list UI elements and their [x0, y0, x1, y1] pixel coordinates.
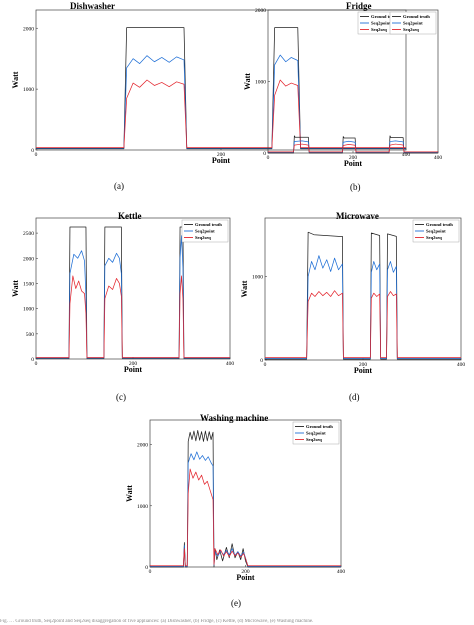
- x-tick-label: 0: [35, 361, 38, 367]
- series-line-seq2seq: [265, 290, 461, 358]
- y-axis-label: Watt: [11, 280, 20, 297]
- y-tick-label: 1000: [255, 80, 266, 86]
- legend-box: [292, 421, 340, 445]
- legend-label: Seq2point: [371, 21, 391, 26]
- y-axis-label: Watt: [243, 73, 252, 90]
- chart-title: Dishwasher: [70, 1, 115, 11]
- series-line-seq2seq: [36, 79, 406, 148]
- figure-caption: Fig. … Ground truth, Seq2point and Seq2s…: [0, 619, 314, 624]
- sublabel-d: (d): [349, 392, 360, 402]
- chart-title: Microwave: [336, 211, 379, 221]
- legend-label: Seq2point: [195, 229, 215, 234]
- legend-label: Seq2seq: [371, 27, 387, 32]
- y-tick-label: 2500: [23, 231, 34, 237]
- x-tick-label: 200: [129, 361, 138, 367]
- y-axis-label: Watt: [125, 485, 134, 502]
- series-line-seq2point: [265, 255, 461, 359]
- chart-kettle: Kettle 0 500 1000 1500 2000 2500 0 200 400 Point Wa…: [11, 211, 235, 374]
- legend-label: Ground truth: [195, 222, 222, 227]
- y-axis-label: Watt: [11, 71, 20, 88]
- chart-microwave: Microwave 0 1000 0 200 400 Point Watt Ground tru…: [240, 211, 466, 375]
- y-tick-label: 500: [26, 332, 35, 338]
- chart-panel-microwave: Microwave 0 1000 0 200 400 Point Watt Ground tru…: [240, 211, 466, 375]
- legend-label: Ground truth: [403, 14, 430, 19]
- legend-label: Ground truth: [371, 14, 398, 19]
- x-tick-label: 200: [359, 362, 368, 368]
- sublabel-b: (b): [350, 182, 361, 192]
- y-tick-label: 2000: [23, 256, 34, 262]
- legend-label: Ground truth: [306, 424, 333, 429]
- legend-box: [181, 219, 229, 243]
- sublabel-e: (e): [231, 598, 241, 608]
- x-tick-label: 0: [264, 362, 267, 368]
- chart-fridge: Fridge 0 1000 2000 0 200 400 Point Watt Ground tr…: [243, 1, 443, 168]
- series-line-seq2seq: [268, 143, 438, 153]
- series-line-ground-truth: [36, 27, 406, 150]
- y-tick-label: 0: [263, 151, 266, 157]
- y-tick-label: 1000: [23, 307, 34, 313]
- series-line-seq2point: [150, 451, 341, 567]
- x-tick-label: 200: [241, 569, 250, 575]
- x-axis-label: Point: [354, 366, 373, 375]
- series-line-seq2seq: [36, 275, 230, 358]
- series-line-seq2point: [268, 140, 438, 153]
- x-tick-label: 0: [267, 155, 270, 161]
- x-axis-label: Point: [236, 573, 255, 582]
- x-tick-label: 400: [402, 152, 411, 158]
- x-tick-label: 400: [337, 569, 346, 575]
- y-tick-label: 2000: [255, 8, 266, 14]
- chart-title: Kettle: [118, 211, 141, 221]
- y-tick-label: 0: [31, 148, 34, 154]
- chart-title: Fridge: [346, 1, 372, 11]
- series-line-ground-truth: [268, 135, 438, 154]
- y-tick-label: 1000: [137, 504, 148, 510]
- y-tick-label: 1000: [252, 274, 263, 280]
- series-line-seq2point: [36, 235, 230, 359]
- y-tick-label: 0: [260, 358, 263, 364]
- legend-box: [389, 11, 437, 35]
- x-tick-label: 0: [149, 569, 152, 575]
- x-tick-label: 0: [35, 152, 38, 158]
- legend-label: Seq2seq: [306, 437, 322, 442]
- chart-panel-fridge: Fridge 0 1000 2000 0 200 400 Point Watt Ground tr…: [0, 0, 474, 200]
- series-line-seq2point: [36, 54, 406, 149]
- x-tick-label: 400: [457, 362, 466, 368]
- y-tick-label: 0: [31, 357, 34, 363]
- x-tick-label: 200: [217, 152, 226, 158]
- chart-title: Washing machine: [200, 413, 268, 423]
- legend-label: Ground truth: [426, 222, 453, 227]
- x-axis-label: Point: [212, 156, 231, 165]
- series-line-ground-truth: [150, 430, 341, 568]
- x-axis-label: Point: [344, 159, 363, 168]
- series-line-seq2seq: [150, 468, 341, 567]
- legend-label: Seq2point: [426, 229, 446, 234]
- y-tick-label: 1000: [23, 87, 34, 93]
- x-tick-label: 200: [349, 155, 358, 161]
- y-tick-label: 1500: [23, 281, 34, 287]
- legend-label: Seq2point: [306, 431, 326, 436]
- x-tick-label: 400: [434, 155, 443, 161]
- y-axis-label: Watt: [240, 280, 249, 297]
- sublabel-a: (a): [114, 181, 124, 191]
- y-tick-label: 2000: [23, 26, 34, 32]
- legend-label: Seq2seq: [403, 27, 419, 32]
- y-tick-label: 0: [145, 565, 148, 571]
- legend-label: Seq2point: [403, 21, 423, 26]
- x-tick-label: 400: [226, 361, 235, 367]
- sublabel-c: (c): [116, 392, 126, 402]
- legend-label: Seq2seq: [426, 235, 442, 240]
- x-axis-label: Point: [124, 365, 143, 374]
- y-tick-label: 2000: [137, 443, 148, 449]
- chart-panel-kettle: Kettle 0 500 1000 1500 2000 2500 0 200 400 Point Wa…: [0, 0, 237, 410]
- legend-box: [412, 219, 460, 243]
- legend-label: Seq2seq: [195, 235, 211, 240]
